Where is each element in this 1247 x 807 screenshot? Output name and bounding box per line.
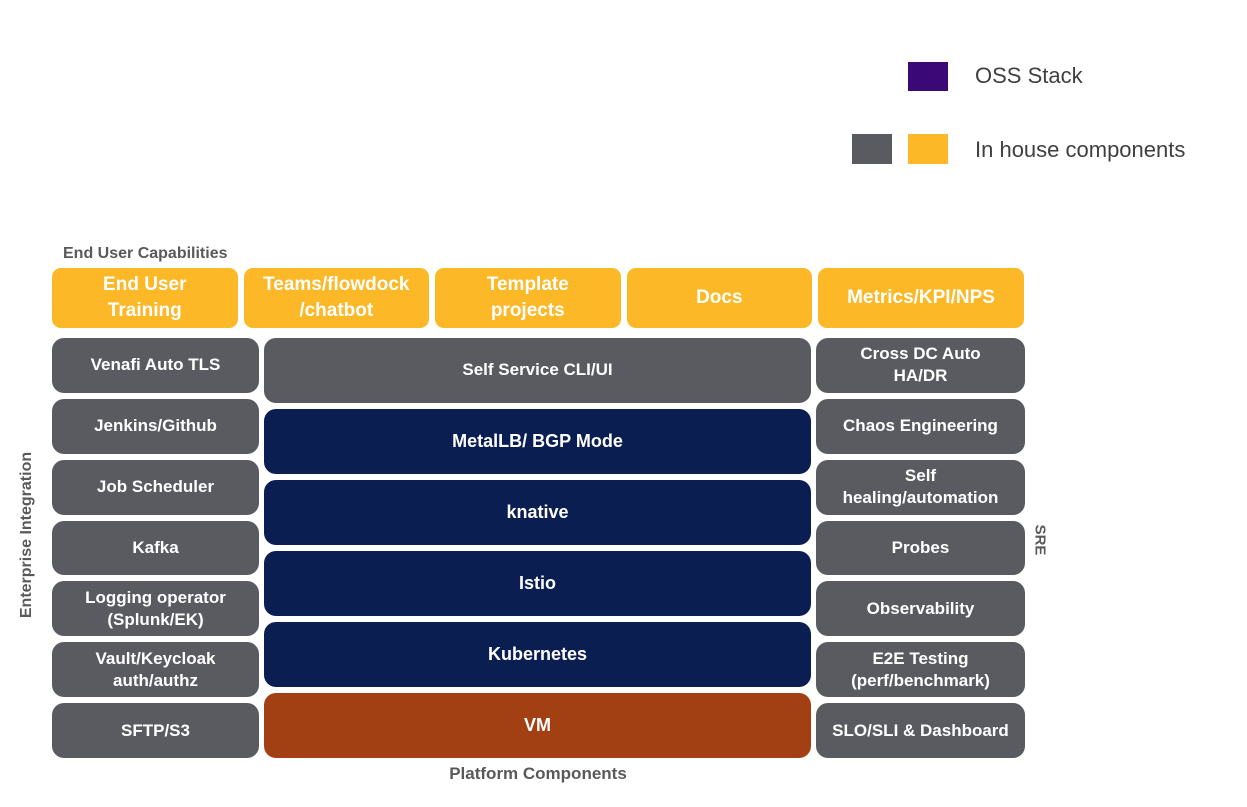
end-user-capabilities-row: End User Training Teams/flowdock /chatbo… [52,268,1024,328]
box-vault-keycloak: Vault/Keycloak auth/authz [52,642,259,698]
box-docs: Docs [626,268,813,328]
box-jenkins-github: Jenkins/Github [52,398,259,454]
box-template-projects: Template projects [435,268,621,328]
box-cross-dc-auto-ha-dr: Cross DC Auto HA/DR [816,338,1025,393]
box-knative: knative [264,480,811,545]
sre-label: SRE [1031,524,1049,556]
inhouse-gray-swatch-icon [852,134,892,164]
oss-stack-swatch-icon [908,62,948,91]
box-observability: Observability [816,581,1025,637]
box-end-user-training: End User Training [52,268,238,328]
sre-column: Cross DC Auto HA/DR Chaos Engineering Se… [816,338,1025,759]
box-chaos-engineering: Chaos Engineering [816,398,1025,454]
platform-components-column: Self Service CLI/UI MetalLB/ BGP Mode kn… [264,338,811,758]
inhouse-orange-swatch-icon [908,134,948,164]
box-kafka: Kafka [52,520,259,576]
legend-label-inhouse-components: In house components [975,137,1186,162]
box-self-healing-automation: Self healing/automation [816,459,1025,515]
platform-grid: Venafi Auto TLS Jenkins/Github Job Sched… [52,338,1025,759]
platform-components-label: Platform Components [449,764,627,783]
enterprise-integration-column: Venafi Auto TLS Jenkins/Github Job Sched… [52,338,259,759]
box-kubernetes: Kubernetes [264,622,811,687]
box-e2e-testing: E2E Testing (perf/benchmark) [816,642,1025,698]
box-probes: Probes [816,520,1025,576]
box-venafi-auto-tls: Venafi Auto TLS [52,338,259,393]
box-logging-operator: Logging operator (Splunk/EK) [52,581,259,637]
end-user-capabilities-label: End User Capabilities [63,245,228,262]
box-metallb-bgp-mode: MetalLB/ BGP Mode [264,409,811,474]
box-job-scheduler: Job Scheduler [52,459,259,515]
box-teams-flowdock-chatbot: Teams/flowdock /chatbot [243,268,430,328]
legend-label-oss-stack: OSS Stack [975,63,1083,88]
box-vm: VM [264,693,811,758]
box-sftp-s3: SFTP/S3 [52,703,259,759]
enterprise-integration-label: Enterprise Integration [18,451,35,619]
box-self-service-cli-ui: Self Service CLI/UI [264,338,811,403]
box-metrics-kpi-nps: Metrics/KPI/NPS [818,268,1024,328]
box-slo-sli-dashboard: SLO/SLI & Dashboard [816,703,1025,759]
box-istio: Istio [264,551,811,616]
